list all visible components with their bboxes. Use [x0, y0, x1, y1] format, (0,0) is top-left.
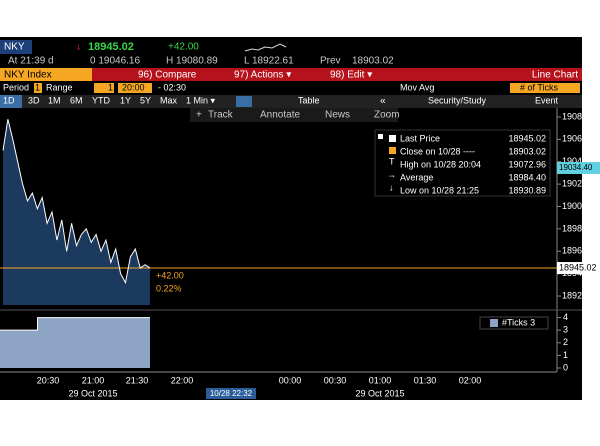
range-button[interactable]: Max: [160, 95, 178, 105]
last-price: 18945.02: [88, 41, 134, 53]
svg-text:→: →: [387, 169, 396, 179]
y-tick-label: 19040: [562, 156, 587, 166]
open: 0 19046.16: [90, 56, 140, 67]
range[interactable]: 1: [108, 82, 113, 92]
time-at: At 21:39 d: [8, 56, 54, 67]
chart-type: Line Chart: [532, 70, 578, 81]
cursor-box: [206, 388, 256, 399]
study-label: 19034.40: [559, 163, 593, 172]
range-button[interactable]: 1Y: [120, 95, 131, 105]
tool-news[interactable]: News: [325, 110, 350, 121]
range-label: Range: [46, 82, 73, 92]
security[interactable]: NKY Index: [4, 70, 52, 81]
tool-bar: [190, 108, 398, 122]
menu-bar: [0, 68, 582, 81]
tool-icon: +: [196, 110, 202, 121]
svg-text:↓: ↓: [389, 182, 394, 192]
low: L 18922.61: [244, 56, 294, 67]
cursor-label: 10/28 22:32: [210, 389, 253, 398]
price-change: +42.00: [168, 42, 199, 53]
legend-label: Low on 10/28 21:25: [400, 185, 479, 195]
range-button[interactable]: 5Y: [140, 95, 151, 105]
ticks-legend: #Ticks 3: [502, 317, 535, 327]
ticks-legend-swatch: [490, 319, 498, 327]
change-label: +42.00: [156, 270, 184, 280]
mov-avg[interactable]: Mov Avg: [400, 82, 434, 92]
tool-annotate[interactable]: Annotate: [260, 110, 300, 121]
menu-edit[interactable]: 98) Edit ▾: [330, 70, 372, 81]
range-button[interactable]: 3D: [28, 95, 40, 105]
legend-label: Average: [400, 172, 433, 182]
study-tag: [557, 161, 600, 174]
x-tick-label: 00:30: [324, 375, 347, 385]
legend-value: 18930.89: [508, 185, 546, 195]
x-date: 29 Oct 2015: [68, 388, 117, 398]
toolbar: [0, 95, 582, 108]
y-tick-label: 18920: [562, 290, 587, 300]
x-tick-label: 20:30: [37, 375, 60, 385]
collapse[interactable]: «: [380, 96, 386, 107]
range-button[interactable]: 1M: [48, 95, 61, 105]
prev-close: 18903.02: [352, 56, 394, 67]
tool-track[interactable]: Track: [208, 110, 234, 121]
svg-text:T: T: [389, 156, 395, 166]
security-study[interactable]: Security/Study: [428, 95, 487, 105]
y-tick-label: 2: [563, 337, 568, 347]
legend-box: [374, 129, 551, 197]
price-line: [2, 119, 151, 285]
x-tick-label: 21:30: [126, 375, 149, 385]
y-tick-label: 19080: [562, 111, 587, 121]
y-tick-label: 19060: [562, 134, 587, 144]
legend-value: 18903.02: [508, 146, 546, 156]
y-tick-label: 1: [563, 350, 568, 360]
ticks-line: [0, 317, 150, 331]
ticks-option[interactable]: # of Ticks: [520, 82, 559, 92]
legend-value: 18984.40: [508, 172, 546, 182]
y-tick-label: 0: [563, 362, 568, 372]
x-tick-label: 02:00: [459, 375, 482, 385]
change-pct-label: 0.22%: [156, 283, 182, 293]
x-date: 29 Oct 2015: [355, 388, 404, 398]
tool-zoom[interactable]: Zoom: [374, 110, 400, 121]
y-tick-label: 18960: [562, 246, 587, 256]
period-label: Period: [3, 82, 29, 92]
table-button[interactable]: Table: [298, 95, 320, 105]
legend-value: 19072.96: [508, 159, 546, 169]
menu-compare[interactable]: 96) Compare: [138, 70, 197, 81]
sparkline: [244, 43, 287, 52]
legend-value: 18945.02: [508, 133, 546, 143]
range-end[interactable]: - 02:30: [158, 82, 186, 92]
y-tick-label: 19000: [562, 201, 587, 211]
ticker: NKY: [4, 42, 25, 53]
range-button[interactable]: YTD: [92, 95, 111, 105]
period[interactable]: 1: [35, 82, 40, 92]
prev-label: Prev: [320, 56, 341, 67]
y-tick-label: 18980: [562, 223, 587, 233]
event[interactable]: Event: [535, 95, 559, 105]
x-tick-label: 01:30: [414, 375, 437, 385]
x-tick-label: 22:00: [171, 375, 194, 385]
legend-label: High on 10/28 20:04: [400, 159, 481, 169]
area-fill: [3, 119, 150, 306]
x-tick-label: 00:00: [279, 375, 302, 385]
last-price-label: 18945.02: [559, 262, 597, 272]
ticker-box: [0, 40, 32, 54]
y-tick-label: 3: [563, 325, 568, 335]
range-start[interactable]: 20:00: [122, 82, 145, 92]
interval[interactable]: 1 Min ▾: [186, 95, 216, 105]
range-button[interactable]: 6M: [70, 95, 83, 105]
menu-actions[interactable]: 97) Actions ▾: [234, 70, 291, 81]
x-tick-label: 01:00: [369, 375, 392, 385]
legend-label: Last Price: [400, 133, 440, 143]
last-price-tag: [557, 262, 600, 275]
range-button[interactable]: 1D: [3, 95, 15, 105]
x-tick-label: 21:00: [82, 375, 105, 385]
y-tick-label: 19020: [562, 178, 587, 188]
legend-label: Close on 10/28 ----: [400, 146, 475, 156]
down-arrow: ↓: [76, 42, 81, 53]
security-box: [0, 68, 92, 81]
high: H 19080.89: [166, 56, 218, 67]
y-tick-label: 4: [563, 312, 568, 322]
